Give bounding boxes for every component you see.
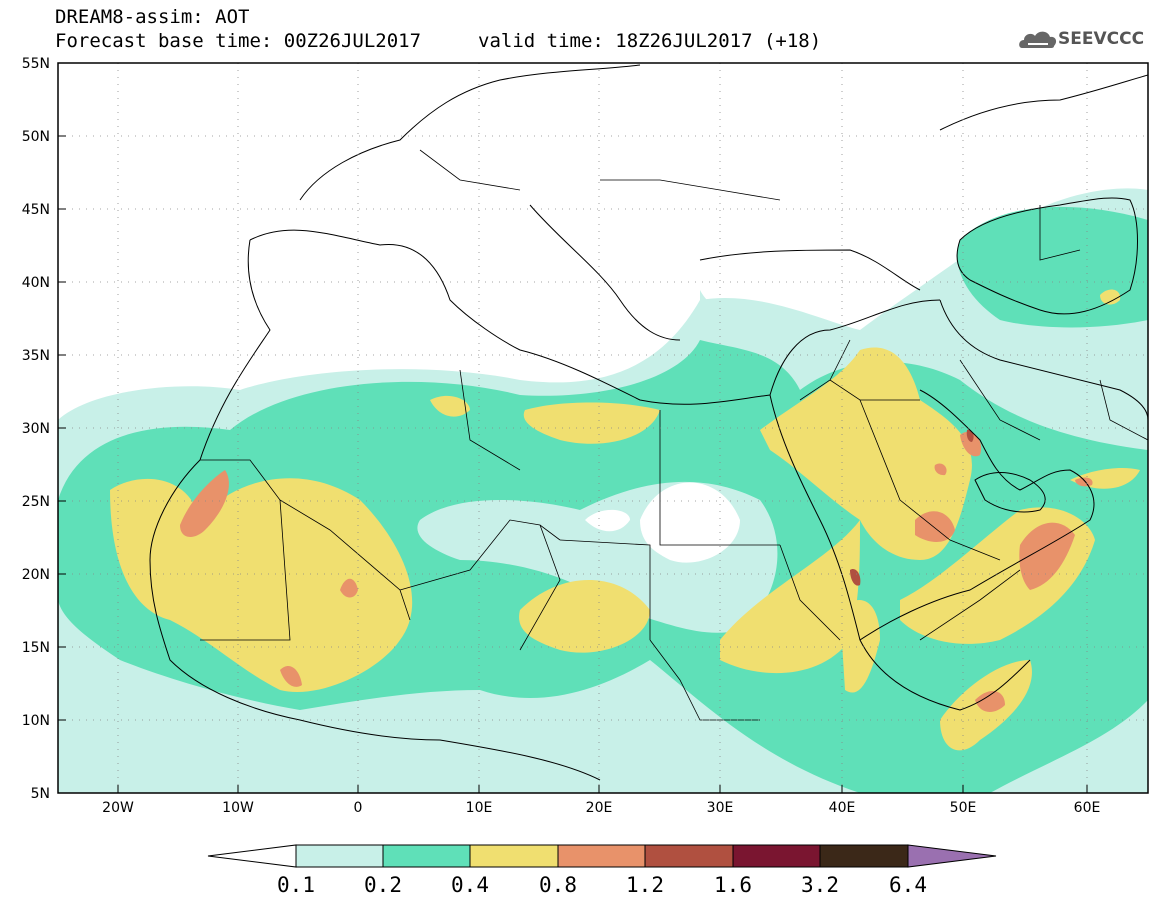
colorbar-swatch (644, 844, 734, 868)
valid-time: valid time: 18Z26JUL2017 (+18) (478, 30, 822, 52)
colorbar-swatch (732, 844, 821, 868)
lon-label: 50E (950, 800, 977, 816)
lat-labels: 55N 50N 45N 40N 35N 30N 25N 20N 15N 10N … (22, 56, 50, 802)
lon-label: 60E (1074, 800, 1101, 816)
coastlines (149, 64, 1148, 781)
colorbar-swatch (819, 844, 909, 868)
logo-text: SEEVCCC (1058, 29, 1145, 49)
lat-label: 45N (22, 202, 50, 218)
aot-shading (58, 188, 1148, 793)
lat-label: 20N (22, 567, 50, 583)
colorbar-label: 1.2 (626, 873, 664, 897)
colorbar-label: 6.4 (889, 873, 927, 897)
lon-label: 30E (707, 800, 734, 816)
grid-lines (58, 63, 1148, 793)
lon-label: 10W (222, 800, 254, 816)
colorbar-label: 0.4 (451, 873, 489, 897)
lat-label: 5N (31, 786, 50, 802)
forecast-base-time: Forecast base time: 00Z26JUL2017 (55, 30, 422, 52)
lat-label: 35N (22, 348, 50, 364)
colorbar: 0.1 0.2 0.4 0.8 1.2 1.6 3.2 6.4 (207, 844, 997, 897)
lat-label: 40N (22, 275, 50, 291)
lat-label: 55N (22, 56, 50, 72)
lon-label: 20W (102, 800, 134, 816)
colorbar-low-arrow (207, 844, 297, 868)
colorbar-label: 0.2 (364, 873, 402, 897)
colorbar-swatch (469, 844, 559, 868)
lat-ticks (58, 62, 66, 794)
country-borders (200, 149, 1148, 721)
lat-label: 15N (22, 640, 50, 656)
lon-label: 40E (829, 800, 856, 816)
lat-label: 50N (22, 129, 50, 145)
lat-label: 30N (22, 421, 50, 437)
lon-label: 0 (354, 800, 363, 816)
colorbar-label: 1.6 (714, 873, 752, 897)
lat-label: 10N (22, 713, 50, 729)
colorbar-label: 3.2 (801, 873, 839, 897)
colorbar-swatch (382, 844, 471, 868)
lon-label: 10E (466, 800, 493, 816)
colorbar-high-arrow (907, 844, 997, 868)
map-title: DREAM8-assim: AOT (55, 6, 250, 28)
lon-labels: 20W 10W 0 10E 20E 30E 40E 50E 60E (102, 800, 1100, 816)
colorbar-label: 0.8 (539, 873, 577, 897)
lon-ticks (117, 785, 1088, 793)
cloud-logo-icon (1019, 31, 1057, 48)
colorbar-swatch (557, 844, 646, 868)
colorbar-label: 0.1 (277, 873, 315, 897)
lat-label: 25N (22, 494, 50, 510)
colorbar-swatch (295, 844, 384, 868)
lon-label: 20E (586, 800, 613, 816)
